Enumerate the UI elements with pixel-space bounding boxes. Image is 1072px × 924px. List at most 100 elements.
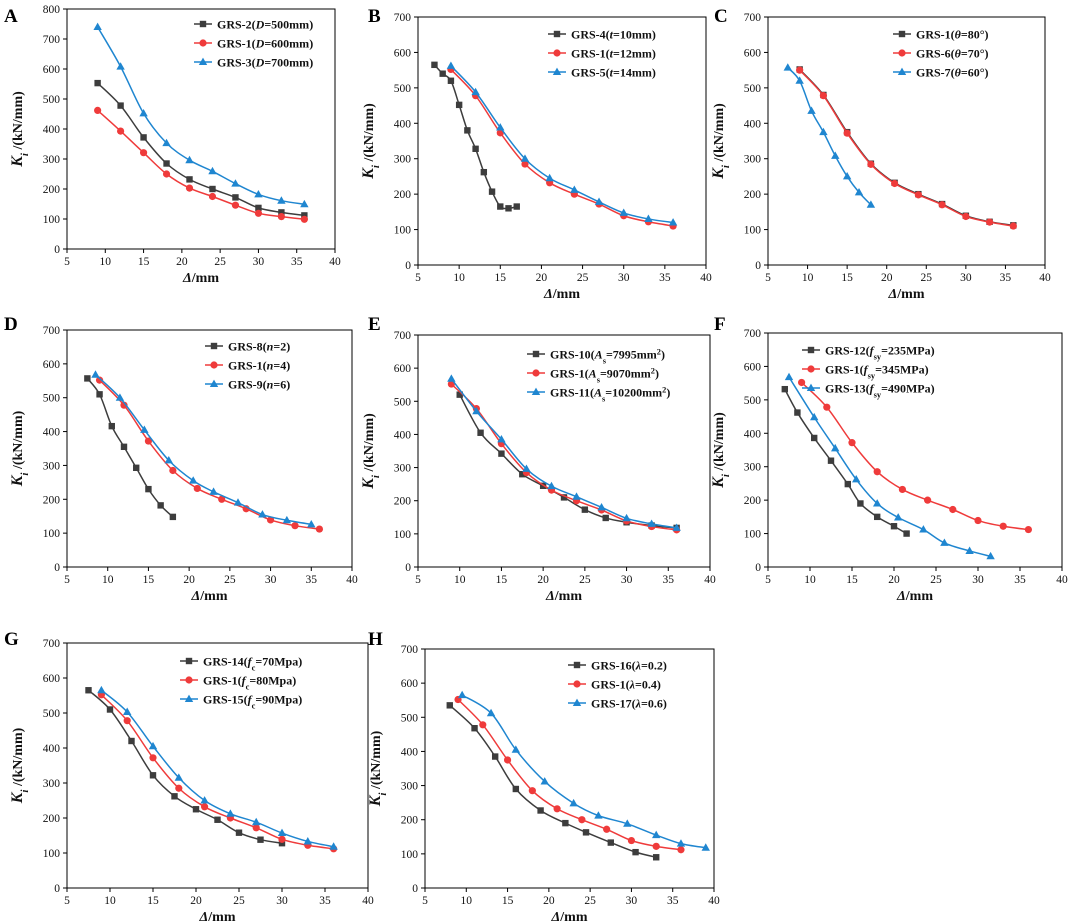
data-point <box>209 487 218 495</box>
y-tick-label: 400 <box>43 124 61 136</box>
data-point <box>940 538 949 546</box>
data-point <box>116 62 125 70</box>
panel-label: C <box>714 6 728 27</box>
data-point <box>282 515 292 524</box>
y-tick-label: 400 <box>744 428 762 440</box>
x-tick-label: 20 <box>881 272 893 284</box>
y-tick-label: 200 <box>744 189 762 201</box>
data-point <box>854 187 864 196</box>
x-axis-label: Δ/mm <box>888 287 925 302</box>
data-point <box>652 830 661 839</box>
y-tick-label: 700 <box>43 638 61 650</box>
data-point <box>572 492 581 500</box>
legend-marker <box>553 30 561 38</box>
legend-label: GRS-11(As=10200mm2) <box>550 385 670 403</box>
data-point <box>603 825 611 833</box>
chart-panel-b: B5 10 15 20 25 30 35 400100200300400500600700Δ/… <box>360 6 712 302</box>
data-point <box>512 785 520 793</box>
data-point <box>96 391 103 398</box>
data-point <box>455 101 463 109</box>
legend-marker <box>552 67 562 75</box>
series-line <box>97 82 305 217</box>
series-3 <box>783 63 876 208</box>
data-point <box>431 61 438 69</box>
legend-label: GRS-1(θ=80°) <box>916 28 989 42</box>
x-tick-label: 30 <box>960 272 972 284</box>
series-1 <box>85 687 286 847</box>
data-point <box>232 194 239 201</box>
data-point <box>140 425 149 433</box>
data-point <box>208 166 217 175</box>
y-tick-label: 300 <box>401 781 419 793</box>
panel-label: F <box>714 314 726 335</box>
data-point <box>145 485 152 493</box>
x-tick-label: 15 <box>846 574 858 586</box>
data-point <box>95 376 104 384</box>
legend-label: GRS-10(As=7995mm2) <box>550 347 665 365</box>
data-point <box>185 184 194 192</box>
chart-panel-a: A5 10 15 20 25 30 35 40010020030040050060070080… <box>4 4 341 286</box>
y-tick-label: 0 <box>54 244 60 256</box>
legend-label: GRS-16(λ=0.2) <box>591 659 667 673</box>
data-point <box>676 839 686 847</box>
data-point <box>117 127 125 135</box>
plot-frame <box>66 642 369 889</box>
data-point <box>472 406 481 415</box>
data-point <box>540 777 549 785</box>
series-line <box>799 69 1014 227</box>
legend-label: GRS-1(λ=0.4) <box>591 678 661 692</box>
series-1 <box>84 375 177 521</box>
x-tick-label: 10 <box>100 256 112 268</box>
data-point <box>521 160 529 168</box>
y-tick-label: 500 <box>394 83 412 95</box>
data-point <box>547 481 556 490</box>
legend-label: GRS-14(fc=70Mpa) <box>203 655 302 673</box>
data-point <box>491 753 499 760</box>
x-tick-label: 25 <box>214 256 226 268</box>
y-tick-label: 600 <box>394 363 412 375</box>
x-tick-label: 30 <box>265 574 277 586</box>
data-point <box>278 209 285 216</box>
legend-label: GRS-1(t=12mm) <box>571 47 656 61</box>
data-point <box>214 816 221 823</box>
panel-label: E <box>368 314 381 335</box>
y-tick-label: 500 <box>43 94 61 106</box>
y-tick-label: 600 <box>43 359 61 371</box>
series-3 <box>93 22 309 208</box>
series-2 <box>454 695 685 854</box>
data-point <box>796 66 804 74</box>
data-point <box>140 134 147 141</box>
x-tick-label: 35 <box>663 574 675 586</box>
x-tick-label: 30 <box>621 574 633 586</box>
x-tick-label: 40 <box>346 574 358 586</box>
x-tick-label: 15 <box>496 574 508 586</box>
data-point <box>898 485 907 494</box>
data-point <box>873 468 881 476</box>
x-tick-label: 15 <box>138 256 150 268</box>
data-point <box>607 839 614 846</box>
y-tick-label: 400 <box>43 743 61 755</box>
y-tick-label: 200 <box>43 494 61 506</box>
data-point <box>162 138 171 147</box>
data-point <box>794 409 801 416</box>
data-point <box>139 109 148 117</box>
y-tick-label: 700 <box>744 12 762 24</box>
data-point <box>511 745 521 753</box>
x-tick-label: 30 <box>618 272 630 284</box>
data-point <box>672 523 681 531</box>
x-axis-label: Δ/mm <box>182 271 219 286</box>
legend: GRS-10(As=7995mm2)GRS-1(As=9070mm2)GRS-1… <box>527 347 670 403</box>
data-point <box>652 842 660 850</box>
series-line <box>449 704 657 858</box>
data-point <box>582 829 590 836</box>
data-point <box>602 514 609 522</box>
y-tick-label: 300 <box>744 462 762 474</box>
data-point <box>189 476 198 484</box>
data-point <box>962 212 970 221</box>
series-3 <box>457 690 710 851</box>
legend-marker <box>210 361 218 369</box>
data-point <box>149 754 157 762</box>
legend-label: GRS-9(n=6) <box>228 378 290 392</box>
data-point <box>252 824 260 832</box>
legend-marker <box>572 698 582 706</box>
